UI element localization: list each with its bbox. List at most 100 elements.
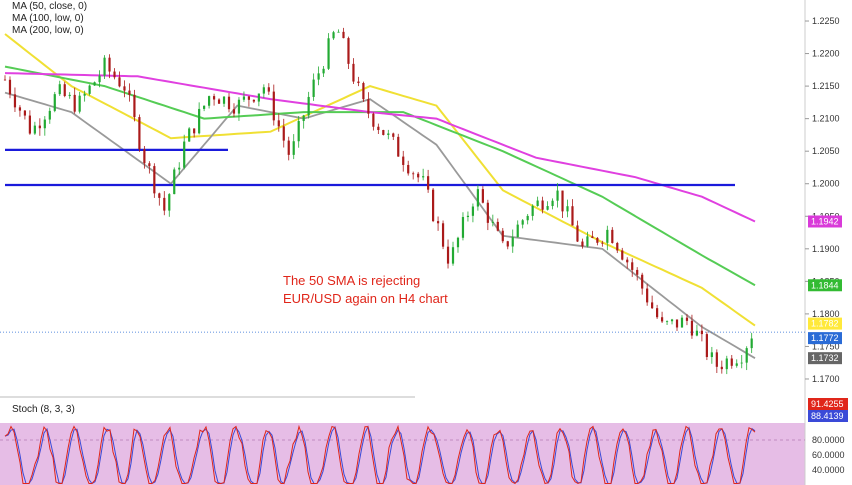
price-tick-label: 1.2100 [812,114,840,124]
candle-body [665,321,669,323]
candle-body [317,73,320,80]
candle-body [705,334,708,358]
stoch-badge-label: 91.4255 [811,399,844,409]
candle-body [516,224,519,238]
candle-body [631,262,634,270]
legend-ma200: MA (200, low, 0) [12,25,84,36]
candle-body [436,221,440,224]
candle-body [486,202,489,223]
stoch-k-line [4,424,756,485]
candle-body [491,221,494,223]
candle-body [73,94,76,112]
candle-body [451,247,455,264]
candle-body [153,166,156,194]
candle-body [347,38,350,64]
candle-body [412,173,415,175]
candle-body [262,87,265,94]
candle-body [745,348,748,363]
candle-body [456,237,460,248]
candle-body [108,57,111,72]
stochastic-lines [0,424,805,485]
candle-body [431,189,435,222]
candle-body [481,189,484,203]
candle-body [133,94,136,118]
price-badge-label: 1.1782 [811,319,839,329]
candle-body [312,79,315,97]
candle-body [93,82,96,86]
candle-body [207,96,211,106]
candle-body [446,246,450,264]
candle-body [48,110,51,120]
candle-body [461,217,465,238]
candle-body [636,269,639,275]
candle-body [28,115,31,134]
candle-body [372,113,375,127]
candle-body [521,220,524,225]
candle-body [382,130,385,135]
candle-body [586,236,589,247]
candle-body [392,133,395,137]
candle-body [18,107,22,111]
candle-body [476,189,479,207]
candle-body [695,330,699,336]
candle-body [63,84,66,97]
candle-body [417,173,420,178]
candle-body [422,176,425,178]
candle-body [725,358,728,370]
candle-body [367,99,370,114]
ma_magenta-line [4,72,756,223]
candle-body [148,163,151,167]
price-badge [808,279,842,292]
candle-body [536,200,539,206]
price-badges: 1.1942 1.1844 1.1782 1.1772 1.1732 [808,215,842,365]
candle-body [377,126,380,131]
candle-body [596,237,599,243]
candlesticks [3,27,753,375]
price-badge [808,352,842,365]
candle-body [646,288,649,303]
candle-body [302,115,305,122]
candle-body [83,93,86,96]
candle-body [531,205,534,216]
candle-body [332,32,335,39]
candle-body [362,83,365,100]
price-tick-label: 1.1750 [812,341,840,351]
candle-body [566,206,569,212]
candle-body [571,206,574,226]
candle-body [88,85,91,94]
candle-body [103,57,106,76]
candle-body [511,237,514,247]
price-tick-label: 1.1700 [812,374,840,384]
candle-body [735,363,738,366]
candle-body [227,96,231,110]
stoch-axis-ticks: 80.0000 60.0000 40.0000 [812,435,845,475]
candle-body [720,366,723,370]
candle-body [546,206,549,210]
price-panel [0,0,805,395]
candle-body [178,167,181,170]
candle-body [198,108,201,134]
candle-body [606,229,609,243]
candle-body [427,176,430,190]
candle-body [501,230,504,242]
candle-body [242,96,246,100]
candle-body [407,164,410,174]
price-badge [808,332,842,345]
candle-body [750,338,753,349]
candle-body [297,121,300,142]
stoch-badges: 91.4255 88.4139 [808,398,848,422]
candle-body [626,259,629,263]
candle-body [357,81,360,84]
price-tick-label: 1.2000 [812,179,840,189]
candle-body [58,84,61,95]
candle-body [168,194,171,211]
candle-body [621,250,624,260]
candle-body [616,243,619,251]
candle-body [675,319,679,328]
candle-body [641,274,644,289]
price-tick-label: 1.1900 [812,244,840,254]
candle-body [267,87,270,92]
candle-body [541,200,544,210]
price-tick-label: 1.2150 [812,81,840,91]
candle-body [118,77,121,87]
